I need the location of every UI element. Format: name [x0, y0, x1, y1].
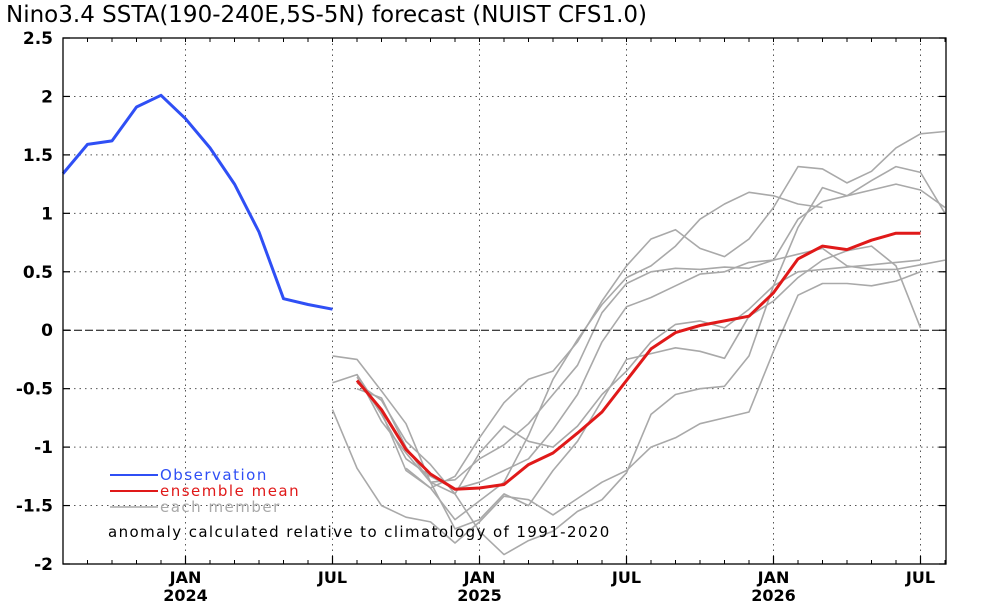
y-tick-label-4: 0.5 — [23, 263, 53, 283]
y-tick-label-5: 0 — [41, 321, 53, 341]
y-tick-label-1: 2 — [41, 87, 53, 107]
legend-label-2: each member — [160, 498, 281, 516]
y-tick-label-7: -1 — [34, 438, 53, 458]
member-line-4 — [356, 183, 946, 484]
ensemble-mean-line — [355, 231, 921, 491]
x-tick-year-0: 2024 — [163, 586, 208, 605]
x-tick-month-4: JAN — [757, 568, 790, 587]
y-axis: 2.5 2 1.5 1 0.5 0 -0.5 -1 -1.5 -2 — [16, 29, 946, 575]
member-line-2 — [331, 271, 921, 544]
climatology-note: anomaly calculated relative to climatolo… — [108, 523, 611, 541]
x-tick-month-5: JUL — [905, 568, 935, 587]
member-line-7 — [405, 191, 823, 521]
legend-label-1: ensemble mean — [160, 482, 300, 500]
observation-line — [61, 93, 333, 311]
member-lines — [331, 130, 946, 556]
series-lines — [61, 93, 921, 491]
grid-lines — [63, 38, 946, 564]
x-tick-month-2: JAN — [463, 568, 496, 587]
y-tick-label-3: 1 — [41, 204, 53, 224]
y-tick-label-8: -1.5 — [16, 497, 53, 517]
x-tick-month-3: JUL — [611, 568, 641, 587]
chart-title: Nino3.4 SSTA(190-240E,5S-5N) forecast (N… — [6, 2, 647, 28]
y-tick-label-0: 2.5 — [23, 29, 53, 49]
y-tick-label-2: 1.5 — [23, 146, 53, 166]
x-tick-month-0: JAN — [169, 568, 202, 587]
legend-label-0: Observation — [160, 466, 268, 484]
member-line-6 — [356, 165, 946, 556]
member-line-3 — [356, 130, 946, 489]
x-tick-month-1: JUL — [317, 568, 347, 587]
member-line-0 — [332, 245, 922, 530]
x-tick-year-4: 2026 — [751, 586, 796, 605]
y-tick-label-9: -2 — [34, 555, 53, 575]
y-tick-label-6: -0.5 — [16, 380, 53, 400]
x-tick-year-2: 2025 — [457, 586, 502, 605]
